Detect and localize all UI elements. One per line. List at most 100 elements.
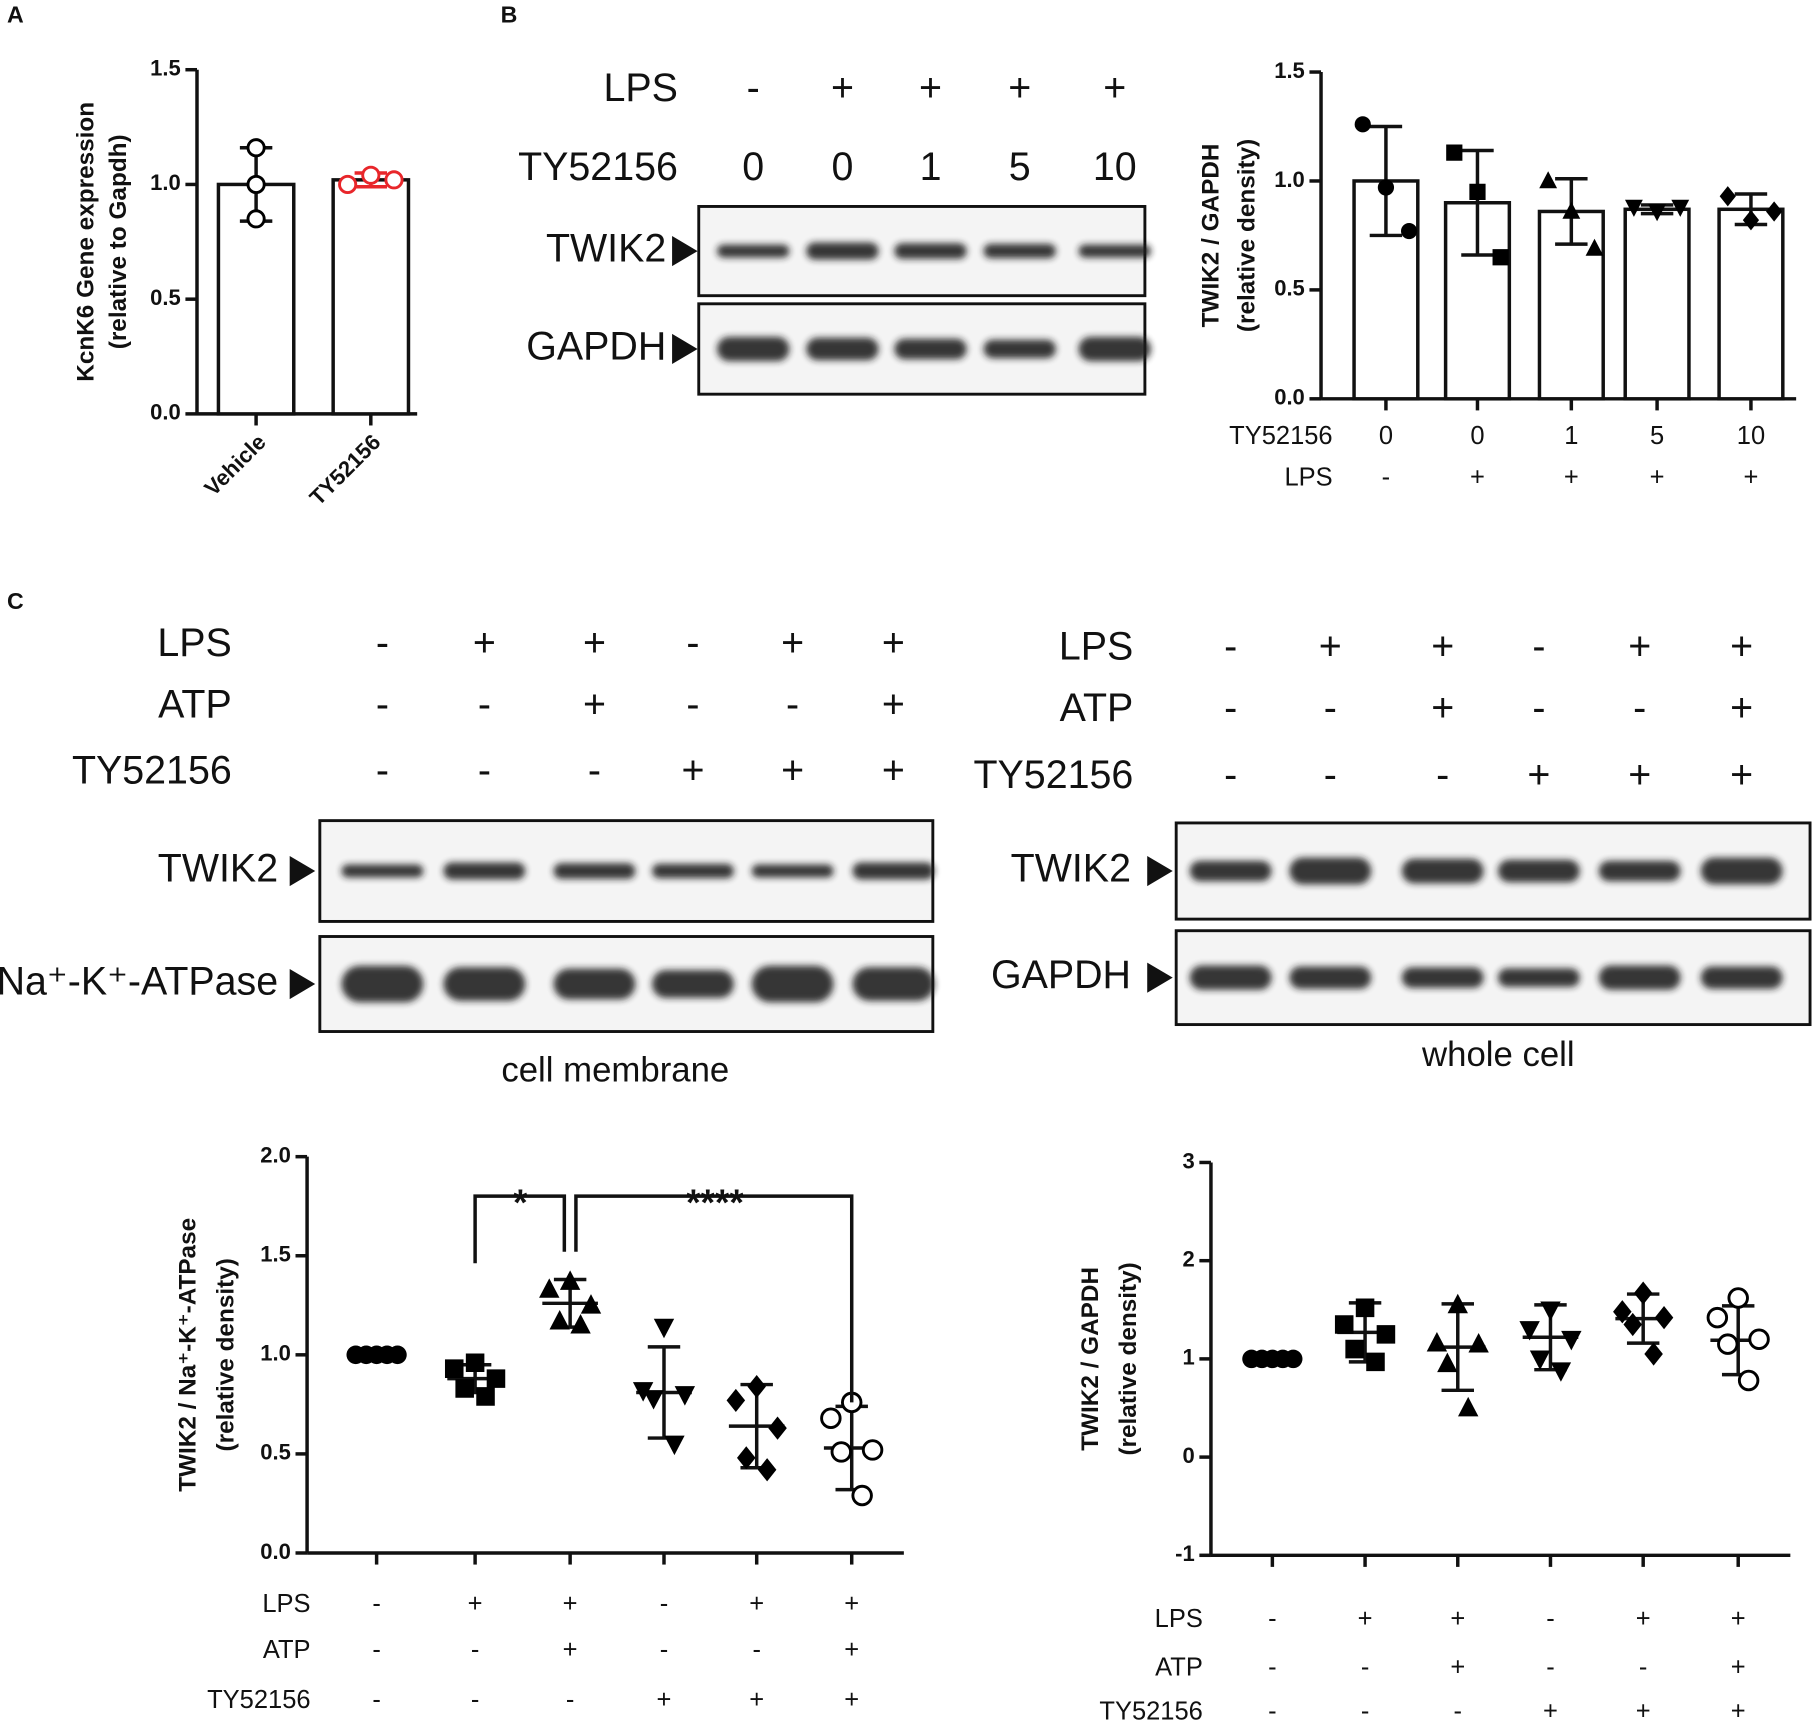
band xyxy=(1289,966,1372,989)
condition-label: + xyxy=(1744,464,1759,492)
condition-label: - xyxy=(372,1590,381,1618)
y-tick-label: 0.0 xyxy=(1274,385,1305,410)
data-point xyxy=(361,165,381,185)
band xyxy=(983,243,1056,259)
condition-label: 0 xyxy=(742,145,764,189)
band xyxy=(1189,860,1272,882)
condition-label: - xyxy=(660,1636,668,1664)
condition-label: 0 xyxy=(1379,422,1393,450)
condition-label: - xyxy=(686,621,699,665)
condition-label: 5 xyxy=(1650,422,1664,450)
condition-label: - xyxy=(1224,625,1237,669)
band xyxy=(1189,965,1272,990)
condition-label: + xyxy=(1730,686,1753,730)
significance-bracket xyxy=(473,1194,567,1264)
condition-name: LPS xyxy=(603,66,677,110)
condition-label: - xyxy=(1436,753,1449,797)
band xyxy=(443,862,526,880)
band xyxy=(1401,858,1484,884)
condition-label: 1 xyxy=(920,145,942,189)
data-point xyxy=(861,1439,884,1461)
band xyxy=(1289,857,1372,885)
data-point xyxy=(1492,249,1509,266)
data-point xyxy=(1550,1362,1572,1382)
bar xyxy=(331,178,411,416)
data-point xyxy=(1585,238,1604,256)
data-point xyxy=(747,1374,766,1399)
band xyxy=(894,243,967,259)
y-tick-label: -1 xyxy=(1175,1541,1195,1566)
band-label: TWIK2 xyxy=(158,846,278,890)
condition-label: - xyxy=(1224,753,1237,797)
data-point xyxy=(1469,183,1486,200)
condition-name: TY52156 xyxy=(518,145,678,189)
band xyxy=(652,863,734,879)
band-arrow xyxy=(672,236,698,267)
condition-label: - xyxy=(1454,1698,1463,1726)
band xyxy=(1498,968,1580,987)
condition-label: + xyxy=(1543,1698,1558,1726)
y-axis-label: (relative density) xyxy=(213,1258,240,1451)
data-point xyxy=(476,1387,495,1406)
data-point xyxy=(632,1382,654,1402)
condition-label: - xyxy=(1268,1605,1277,1633)
data-point xyxy=(664,1435,685,1456)
y-axis-label: TWIK2 / GAPDH xyxy=(1077,1267,1104,1451)
significance-label: * xyxy=(513,1181,528,1223)
band xyxy=(443,967,526,1001)
data-point xyxy=(1377,179,1395,196)
condition-name: ATP xyxy=(1060,686,1134,730)
panel-label: A xyxy=(7,2,24,28)
condition-name: TY52156 xyxy=(973,753,1133,797)
condition-label: + xyxy=(681,749,704,793)
condition-label: + xyxy=(749,1686,764,1714)
band-arrow xyxy=(1147,962,1173,993)
data-point xyxy=(1719,186,1736,207)
condition-label: - xyxy=(1532,625,1545,669)
condition-label: + xyxy=(1103,66,1126,110)
data-point xyxy=(1644,1342,1663,1366)
condition-label: + xyxy=(1450,1605,1465,1633)
condition-label: - xyxy=(566,1686,575,1714)
condition-label: - xyxy=(686,682,699,726)
y-tick-label: 2 xyxy=(1182,1246,1194,1271)
condition-label: - xyxy=(747,66,760,110)
data-point xyxy=(1717,1333,1739,1355)
data-point xyxy=(1458,1396,1479,1417)
data-point xyxy=(726,1388,746,1412)
condition-label: 10 xyxy=(1093,145,1137,189)
band-label: TWIK2 xyxy=(1011,846,1131,890)
band-arrow xyxy=(289,968,316,1000)
band xyxy=(852,862,935,880)
y-tick-label: 0.0 xyxy=(150,400,181,425)
y-tick-label: 0.5 xyxy=(1274,276,1305,301)
condition-name: ATP xyxy=(158,682,232,726)
condition-label: + xyxy=(1319,625,1342,669)
condition-label: + xyxy=(1730,625,1753,669)
y-tick-label: 3 xyxy=(1182,1148,1194,1173)
band xyxy=(341,864,424,878)
condition-label: - xyxy=(372,1636,381,1664)
data-point xyxy=(674,1386,696,1406)
condition-label: + xyxy=(1450,1654,1465,1682)
condition-label: + xyxy=(882,749,905,793)
data-point xyxy=(1376,1325,1396,1344)
band xyxy=(1401,967,1484,988)
y-tick-label: 0.5 xyxy=(260,1440,291,1465)
data-point xyxy=(580,1294,602,1314)
condition-label: - xyxy=(372,1686,381,1714)
data-point xyxy=(1447,1293,1468,1314)
y-axis-label: TWIK2 / Na⁺-K⁺-ATPase xyxy=(174,1218,201,1492)
condition-label: - xyxy=(471,1686,480,1714)
condition-label: - xyxy=(1639,1654,1648,1682)
data-point xyxy=(455,1379,474,1398)
condition-label: + xyxy=(882,621,905,665)
data-point xyxy=(643,1390,664,1410)
condition-label: - xyxy=(478,749,491,793)
y-tick-label: 0.5 xyxy=(150,285,181,310)
condition-label: 1 xyxy=(1564,422,1578,450)
condition-label: - xyxy=(1361,1654,1370,1682)
data-point xyxy=(559,1270,581,1290)
condition-label: - xyxy=(376,749,389,793)
data-point xyxy=(1727,1287,1749,1309)
